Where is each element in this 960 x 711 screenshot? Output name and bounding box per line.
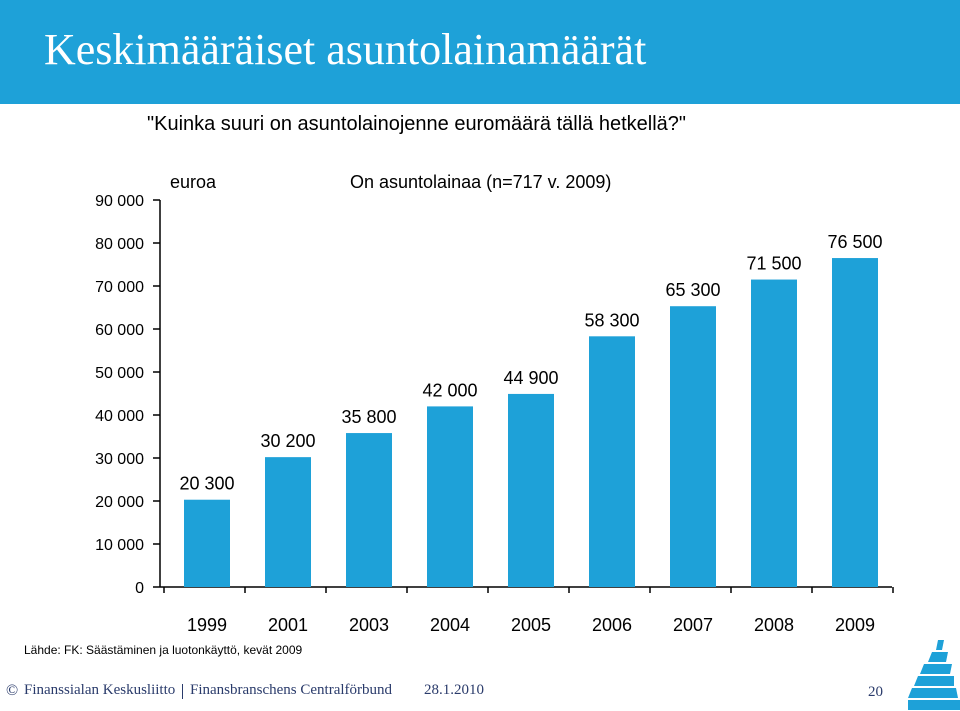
y-tick-label: 40 000 [95,408,144,425]
copyright-symbol: © [6,682,19,699]
bar-1999 [184,499,230,587]
y-tick-label: 60 000 [95,322,144,339]
data-label: 30 200 [260,431,315,451]
x-tick-label: 2009 [835,615,875,635]
footer-date: 28.1.2010 [424,682,484,698]
x-tick-label: 2006 [592,615,632,635]
y-tick-label: 80 000 [95,236,144,253]
chart-title: On asuntolainaa (n=717 v. 2009) [350,172,611,192]
x-tick-label: 2004 [430,615,470,635]
data-label: 76 500 [827,232,882,252]
survey-question: "Kuinka suuri on asuntolainojenne euromä… [147,113,686,135]
y-tick-label: 30 000 [95,451,144,468]
x-tick-label: 2005 [511,615,551,635]
data-label: 58 300 [584,310,639,330]
bar-2008 [751,279,797,587]
y-tick-label: 0 [135,580,144,597]
data-label: 20 300 [179,474,234,494]
page-number: 20 [868,684,883,700]
y-tick-label: 50 000 [95,365,144,382]
bar-2001 [265,457,311,587]
data-label: 44 900 [503,368,558,388]
page-title: Keskimääräiset asuntolainamäärät [44,25,647,74]
company-logo-icon [908,640,960,710]
bar-2006 [589,336,635,587]
bar-2003 [346,433,392,587]
data-label: 35 800 [341,407,396,427]
y-tick-label: 90 000 [95,193,144,210]
footer: © Finanssialan Keskusliitto Finansbransc… [0,680,960,704]
footer-org-sv: Finansbranschens Centralförbund [190,682,393,698]
x-tick-label: 2001 [268,615,308,635]
x-tick-label: 2008 [754,615,794,635]
footer-org-fi: Finanssialan Keskusliitto [24,682,176,698]
bar-2007 [670,306,716,587]
footer-separator [182,684,183,699]
x-tick-label: 1999 [187,615,227,635]
x-tick-label: 2007 [673,615,713,635]
bar-2004 [427,406,473,587]
data-label: 71 500 [746,254,801,274]
y-tick-label: 20 000 [95,494,144,511]
data-label: 65 300 [665,280,720,300]
title-bar: Keskimääräiset asuntolainamäärät [0,0,960,104]
y-tick-label: 10 000 [95,537,144,554]
source-note: Lähde: FK: Säästäminen ja luotonkäyttö, … [24,643,303,657]
data-label: 42 000 [422,380,477,400]
bar-2009 [832,258,878,587]
y-tick-label: 70 000 [95,279,144,296]
x-tick-label: 2003 [349,615,389,635]
bar-2005 [508,393,554,587]
y-axis-label: euroa [170,172,217,192]
